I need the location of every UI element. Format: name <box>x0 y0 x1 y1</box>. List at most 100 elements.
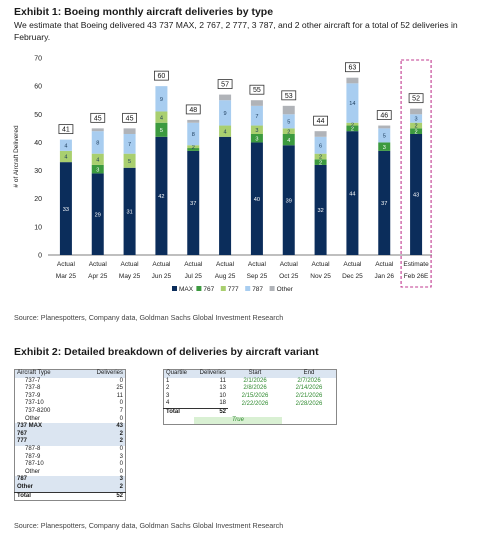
exhibit2-title: Exhibit 2: Detailed breakdown of deliver… <box>14 346 319 358</box>
bar-777-0 <box>59 150 72 163</box>
y-tick-label-1: 10 <box>34 224 42 231</box>
category-top-label-11: Estimate <box>403 261 429 268</box>
bar-787-8 <box>314 136 327 154</box>
bar-label-max-7: 39 <box>286 198 292 204</box>
bar-767-1 <box>91 164 104 174</box>
quartile-cell: 2/1/2026 <box>243 377 267 384</box>
bar-other-6 <box>250 100 263 106</box>
total-label-0: 41 <box>62 127 70 134</box>
bar-787-4 <box>187 122 200 146</box>
variant-value: 2 <box>90 430 126 439</box>
quartile-total-row: Total 52 <box>163 407 337 417</box>
bar-other-5 <box>219 94 232 101</box>
quartile-cell: 4 <box>166 400 170 407</box>
bar-787-0 <box>59 139 72 151</box>
variant-label: Other <box>14 483 91 492</box>
bar-777-1 <box>91 153 104 165</box>
bar-label-787-9: 14 <box>349 101 355 107</box>
total-box-6 <box>249 84 265 95</box>
bar-label-787-1: 8 <box>96 141 99 147</box>
bar-label-777-11: 2 <box>415 124 418 130</box>
quartile-cell: 2/15/2026 <box>241 392 269 399</box>
legend-label-max: MAX <box>179 286 194 293</box>
total-label-11: 52 <box>412 96 420 103</box>
category-top-label-2: Actual <box>121 261 140 268</box>
total-label-3: 60 <box>158 73 166 80</box>
variant-label: 787-9 <box>25 453 41 460</box>
category-top-label-7: Actual <box>280 261 299 268</box>
variant-value: 3 <box>119 453 123 460</box>
legend-swatch-777 <box>220 286 226 291</box>
total-box-3 <box>154 70 169 81</box>
bar-label-777-9: 2 <box>351 122 354 128</box>
legend-swatch-other <box>269 286 275 291</box>
total-box-0 <box>58 124 74 135</box>
y-tick-label-5: 50 <box>34 112 42 119</box>
bar-max-3 <box>155 136 168 255</box>
quartile-header-cell: Start <box>228 369 282 378</box>
bar-label-777-6: 3 <box>255 128 258 134</box>
category-bottom-label-11: Feb 26E <box>404 273 429 280</box>
total-label-7: 53 <box>285 93 293 100</box>
variant-label: 737-10 <box>25 400 44 407</box>
variant-table: Aircraft Type Deliveries 737-7 0 737-8 25 737-… <box>14 369 126 502</box>
legend-label-767: 767 <box>203 286 214 293</box>
legend-label-777: 777 <box>228 286 239 293</box>
variant-value: 0 <box>119 377 123 384</box>
legend-swatch-767 <box>196 286 202 291</box>
total-box-7 <box>281 90 297 101</box>
variant-label: 787-8 <box>25 445 41 452</box>
variant-row: 737-8 25 <box>15 385 126 393</box>
total-label-8: 44 <box>317 118 325 125</box>
quartile-header-row: Quartile Deliveries Start End <box>163 369 337 378</box>
variant-value: 43 <box>90 423 126 431</box>
variant-row: Total 52 <box>14 491 126 501</box>
bar-787-1 <box>91 131 104 154</box>
bar-label-777-4: 2 <box>192 145 195 151</box>
bar-label-787-10: 5 <box>383 134 386 140</box>
variant-row: 787 3 <box>14 476 126 484</box>
variant-value: 0 <box>119 415 123 422</box>
variant-value: 0 <box>119 400 123 407</box>
legend-label-other: Other <box>277 286 294 293</box>
bar-777-6 <box>250 125 263 134</box>
bar-max-4 <box>187 150 200 255</box>
variant-row: 787-10 0 <box>15 461 126 469</box>
bar-767-11 <box>410 128 423 134</box>
quartile-cell: 2 <box>166 385 170 392</box>
bar-max-8 <box>314 164 327 255</box>
variant-row: 787-9 3 <box>15 454 126 462</box>
bar-777-2 <box>123 153 136 168</box>
quartile-cell: 2/21/2026 <box>295 392 323 399</box>
variant-value: 7 <box>119 407 123 414</box>
quartile-row: 2 13 2/8/2026 2/14/2026 <box>164 385 337 393</box>
deliveries-chart: # of Aircraft Delivered01020304050607033… <box>13 56 432 293</box>
bar-label-787-4: 8 <box>192 132 195 138</box>
variant-row: 767 2 <box>14 430 126 439</box>
variant-row: 787-8 0 <box>15 446 126 454</box>
variant-label: 767 <box>14 430 91 439</box>
bar-label-767-10: 3 <box>383 145 386 151</box>
quartile-row: 4 18 2/22/2026 2/28/2026 <box>164 400 337 408</box>
variant-label: 737-7 <box>25 377 41 384</box>
variant-label: 777 <box>14 438 91 446</box>
quartile-total-spacer <box>228 408 337 416</box>
category-bottom-label-1: Apr 25 <box>88 273 108 280</box>
bar-max-5 <box>219 136 232 255</box>
total-box-9 <box>345 62 360 73</box>
category-top-label-4: Actual <box>184 261 203 268</box>
bar-label-787-6: 7 <box>255 114 258 120</box>
bar-label-777-2: 5 <box>128 159 131 165</box>
total-box-8 <box>313 115 328 126</box>
total-label-10: 46 <box>380 113 388 120</box>
variant-header-row: Aircraft Type Deliveries <box>14 369 126 378</box>
quartile-check-value: True <box>194 416 282 425</box>
category-bottom-label-8: Nov 25 <box>310 273 331 280</box>
total-label-9: 63 <box>349 65 357 72</box>
quartile-table: Quartile Deliveries Start End 1 11 2/1/2026 2/7… <box>163 369 337 426</box>
category-top-label-1: Actual <box>89 261 108 268</box>
variant-label: 737-9 <box>25 392 41 399</box>
variant-header-cell: Aircraft Type <box>14 369 91 378</box>
category-bottom-label-6: Sep 25 <box>247 273 268 280</box>
bar-max-1 <box>91 173 104 255</box>
